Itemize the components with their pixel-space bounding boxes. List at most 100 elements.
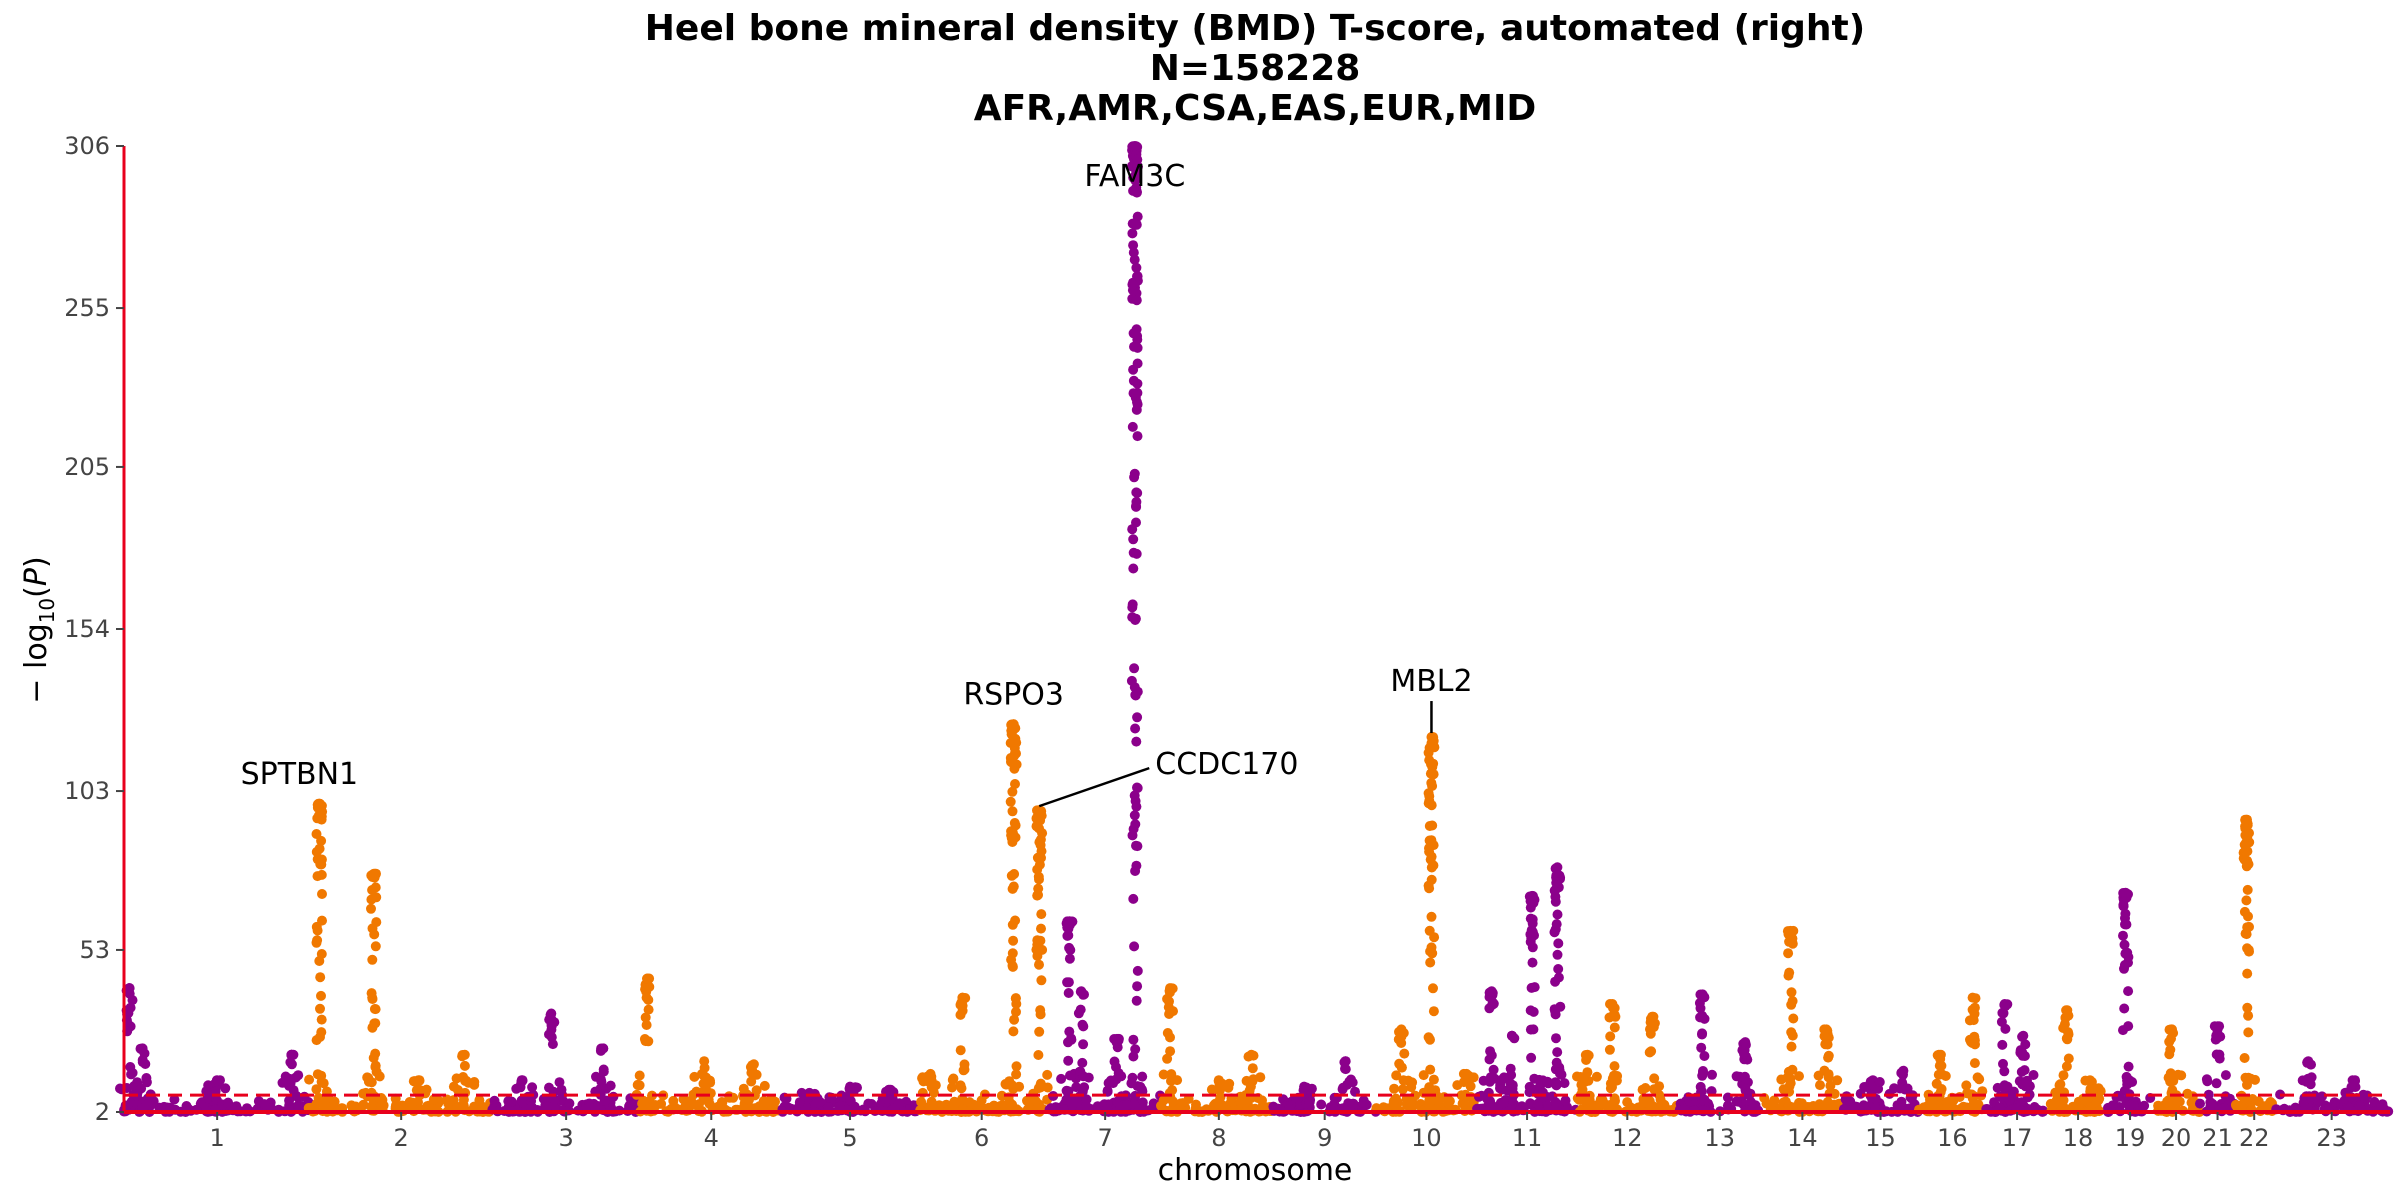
chromosome-11-point [1534,1074,1545,1085]
chromosome-6-point [1042,1069,1053,1080]
chromosome-2-point [474,1095,485,1106]
chromosome-22-peak-point [2243,1010,2254,1021]
chromosome-5-point [796,1087,807,1098]
chromosome-22-point [2236,1102,2247,1113]
chromosome-7-peak-point [1127,602,1138,613]
chromosome-11-point [1497,1084,1508,1095]
chromosome-18-peak-top [2061,1005,2072,1016]
chromosome-4-point [749,1090,760,1101]
chromosome-7-peak-point [1131,262,1142,273]
chromosome-18-peak-point [2060,1013,2071,1023]
chromosome-7-peak-point [1128,1034,1139,1045]
chromosome-11-point [1550,1097,1561,1108]
gene-label-sptbn1: SPTBN1 [241,757,359,792]
chromosome-11-peak-point [1527,942,1538,953]
chromosome-2-point [374,1071,385,1082]
chromosome-4-point [632,1079,643,1090]
chromosome-12-peak-top [1607,999,1618,1009]
chromosome-2-peak-point [315,1003,325,1014]
chromosome-17-peak-point [1998,1058,2008,1069]
chromosome-11-peak-point [1526,1052,1537,1063]
chromosome-2-peak-point [312,925,323,936]
chromosome-5-point [823,1102,834,1113]
chromosome-20-point [2182,1088,2193,1099]
x-tick-label: 15 [1865,1124,1896,1152]
chromosome-6-peak-point [1031,944,1042,955]
chromosome-10-point [1465,1081,1476,1092]
chromosome-10-point [1468,1072,1479,1083]
chromosome-14-peak-point [1786,987,1797,998]
chromosome-7-point [1126,1078,1137,1089]
chromosome-2-peak-point [316,811,327,822]
chromosome-1-point [141,1077,152,1088]
chromosome-1-point [223,1097,234,1108]
chromosome-2-point [366,1101,377,1112]
chromosome-4-point [689,1071,700,1082]
chromosome-7-point [1135,1081,1146,1092]
chromosome-7-point [1102,1085,1113,1096]
chromosome-8-point [1175,1098,1186,1109]
chromosome-7-peak-point [1129,472,1140,483]
chromosome-1-point [288,1085,299,1096]
chromosome-22-peak-point [2242,884,2253,895]
x-tick-label: 23 [2316,1124,2347,1152]
chromosome-19-peak-point [2120,919,2130,930]
chromosome-6-peak-top [1034,805,1045,816]
chromosome-7-point [1105,1075,1116,1086]
chromosome-19-peak-point [2123,986,2134,997]
chromosome-6-peak-point [955,1045,966,1056]
chromosome-10-peak-point [1426,862,1437,873]
chromosome-7-peak-point [1127,228,1138,239]
chromosome-1-peak-point [126,1069,137,1080]
chromosome-10-peak-point [1428,769,1439,780]
chromosome-12-peak-point [1604,1044,1615,1055]
chromosome-10-point [1391,1070,1402,1081]
chromosome-14-point [1776,1074,1787,1085]
chromosome-4-peak-top [699,1056,710,1067]
chromosome-3-point [542,1101,553,1112]
y-tick-label: 255 [64,294,110,322]
chromosome-20-point [2174,1096,2185,1107]
chromosome-8-point [1255,1072,1266,1083]
chromosome-15-point [1896,1096,1907,1107]
chromosome-11-peak-point [1528,1006,1539,1017]
chromosome-6-peak-point [955,1009,966,1020]
chromosome-2-point [469,1079,480,1090]
chromosome-11-peak-point [1487,999,1498,1010]
chromosome-11-peak-point [1527,927,1538,938]
chromosome-21-point [2195,1098,2205,1109]
chromosome-6-peak-top [957,992,968,1003]
chromosome-11-peak-top [1506,1030,1517,1041]
chromosome-6-peak-point [1011,1061,1022,1072]
chromosome-7-peak-point [1129,218,1140,229]
chromosome-6-peak-point [1010,820,1021,831]
chromosome-3-point [608,1091,619,1102]
chromosome-3-peak-point [547,1039,558,1050]
chromosome-14-point [1821,1101,1832,1112]
chromosome-12-point [1622,1097,1633,1108]
chromosome-6-peak-point [1032,852,1043,863]
chromosome-8-peak-point [1247,1063,1258,1074]
chromosome-19-peak-point [2119,960,2130,970]
chromosome-10-point [1443,1098,1454,1109]
chromosome-7-point [1081,1100,1092,1111]
x-tick-label: 8 [1211,1124,1226,1152]
chromosome-2-peak-point [311,1035,322,1046]
chromosome-2-point [421,1084,432,1095]
chromosome-7-peak-point [1131,801,1142,812]
chromosome-20-peak-top [2166,1024,2177,1035]
chromosome-8-point [1166,1076,1176,1086]
chromosome-16-peak-point [1967,1004,1978,1015]
chromosome-6-peak-point [1036,909,1047,920]
chromosome-21-peak-point [2211,1078,2222,1089]
chromosome-7-peak-point [1132,965,1143,976]
chromosome-7-peak-point [1132,841,1143,852]
chromosome-2-peak-point [366,988,377,999]
chromosome-2-point [304,1074,315,1085]
x-axis-ticks: 1 2 3 4 5 6 7 8 9 10 11 12 13 14 15 16 17 18 19 20 21 22 23 [209,1112,2347,1152]
chromosome-7-peak-point [1063,988,1074,998]
chromosome-19-peak-point [2120,908,2131,919]
x-tick-label: 10 [1411,1124,1442,1152]
chromosome-6-peak-point [1033,871,1044,882]
chromosome-11-point [1560,1095,1571,1106]
